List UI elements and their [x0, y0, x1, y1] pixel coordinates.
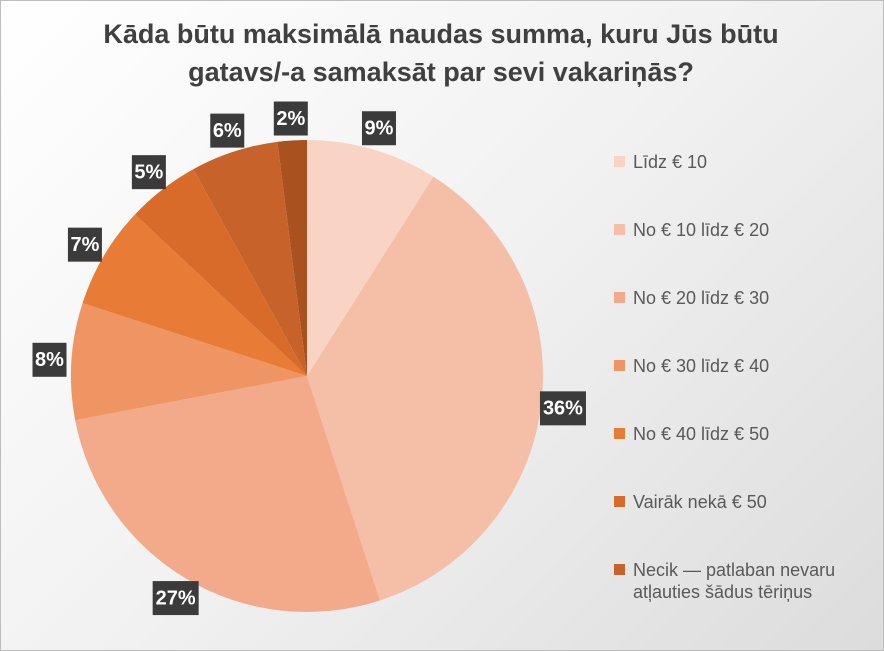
- data-label: 7%: [70, 234, 99, 256]
- data-label-box: [67, 227, 102, 262]
- legend-label: No € 20 līdz € 30: [633, 288, 770, 308]
- data-label: 6%: [213, 120, 242, 142]
- legend-label: No € 30 līdz € 40: [633, 356, 770, 376]
- legend-label: No € 40 līdz € 50: [633, 424, 770, 444]
- legend-swatch: [614, 496, 625, 507]
- legend-swatch: [614, 428, 625, 439]
- data-label-box: [131, 155, 166, 190]
- data-label: 8%: [35, 349, 64, 371]
- pie-slice: [134, 169, 307, 376]
- pie-slice: [70, 303, 307, 421]
- legend-label: Vairāk nekā € 50: [633, 492, 767, 512]
- data-label-box: [152, 581, 199, 616]
- pie-slice: [307, 140, 434, 376]
- legend-swatch: [614, 224, 625, 235]
- pie-slice: [277, 140, 307, 376]
- legend-swatch: [614, 564, 625, 575]
- pie-slice: [75, 376, 380, 612]
- data-label-box: [539, 391, 586, 426]
- legend-item: No € 30 līdz € 40: [614, 355, 864, 377]
- legend-item: No € 40 līdz € 50: [614, 423, 864, 445]
- data-label: 2%: [276, 108, 305, 130]
- legend-item: No € 20 līdz € 30: [614, 287, 864, 309]
- chart-title: Kāda būtu maksimālā naudas summa, kuru J…: [103, 19, 779, 87]
- data-label: 27%: [156, 587, 196, 609]
- legend-swatch: [614, 156, 625, 167]
- data-label-box: [273, 101, 308, 136]
- pie-slice: [193, 141, 307, 376]
- pie-slice: [82, 214, 307, 376]
- legend-swatch: [614, 292, 625, 303]
- legend-item: No € 10 līdz € 20: [614, 219, 864, 241]
- data-label-box: [210, 113, 245, 148]
- data-label-box: [32, 342, 67, 377]
- legend-item: Necik — patlaban nevaru atļauties šādus …: [614, 559, 864, 603]
- pie-slice: [307, 176, 544, 601]
- legend-item: Līdz € 10: [614, 151, 864, 173]
- data-label: 9%: [365, 118, 394, 140]
- legend-label: Necik — patlaban nevaru atļauties šādus …: [633, 560, 836, 602]
- legend-swatch: [614, 360, 625, 371]
- legend-label: Līdz € 10: [633, 152, 708, 172]
- data-label: 5%: [134, 161, 163, 183]
- legend-item: Vairāk nekā € 50: [614, 491, 864, 513]
- data-label-box: [361, 111, 396, 146]
- legend-label: No € 10 līdz € 20: [633, 220, 770, 240]
- data-label: 36%: [543, 398, 583, 420]
